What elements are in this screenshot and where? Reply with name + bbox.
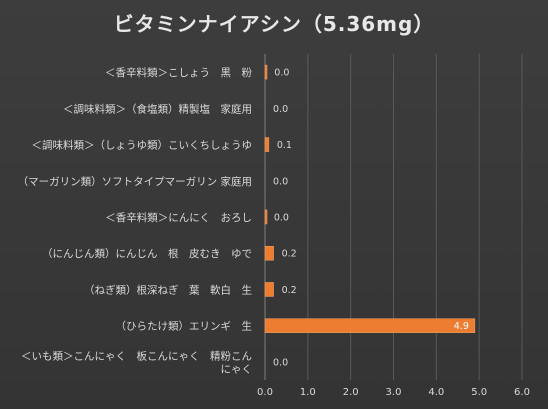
data-label: 0.0: [273, 176, 288, 187]
category-label: （ひらたけ類）エリンギ 生: [116, 320, 253, 333]
data-label: 0.0: [273, 357, 288, 368]
category-label: ＜香辛料類＞にんにく おろし: [105, 211, 252, 224]
bar: [264, 209, 268, 225]
category-label: （にんじん類）にんじん 根 皮むき ゆで: [42, 247, 252, 260]
x-tick-label: 5.0: [471, 387, 487, 398]
x-tick-label: 3.0: [386, 387, 402, 398]
category-label: ＜調味料類＞（しょうゆ類）こいくちしょうゆ: [32, 139, 253, 152]
bar: [264, 282, 274, 297]
data-label: 4.9: [454, 321, 469, 332]
category-label: ＜調味料類＞（食塩類）精製塩 家庭用: [63, 102, 252, 115]
x-tick-label: 1.0: [300, 387, 316, 398]
data-label: 0.0: [274, 213, 289, 224]
data-label: 0.1: [277, 140, 292, 151]
chart-title: ビタミンナイアシン（5.36mg）: [113, 12, 435, 36]
bar: [264, 137, 270, 152]
x-tick-label: 2.0: [343, 387, 359, 398]
x-tick-label: 4.0: [428, 387, 444, 398]
category-label: （マーガリン類）ソフトタイプマーガリン 家庭用: [18, 175, 252, 188]
x-tick-label: 0.0: [257, 387, 273, 398]
bar: [264, 64, 268, 80]
data-label: 0.2: [282, 249, 297, 260]
category-label: （ねぎ類）根深ねぎ 葉 軟白 生: [84, 283, 252, 296]
data-label: 0.0: [273, 104, 288, 115]
data-label: 0.0: [274, 68, 289, 79]
x-tick-label: 6.0: [514, 387, 530, 398]
bar: [264, 318, 476, 333]
category-label: ＜香辛料類＞こしょう 黒 粉: [105, 66, 252, 79]
category-label: ＜いも類＞こんにゃく 板こんにゃく 精粉こん: [21, 349, 252, 362]
category-label: にゃく: [221, 363, 253, 375]
bar: [264, 245, 274, 261]
data-label: 0.2: [282, 285, 297, 296]
